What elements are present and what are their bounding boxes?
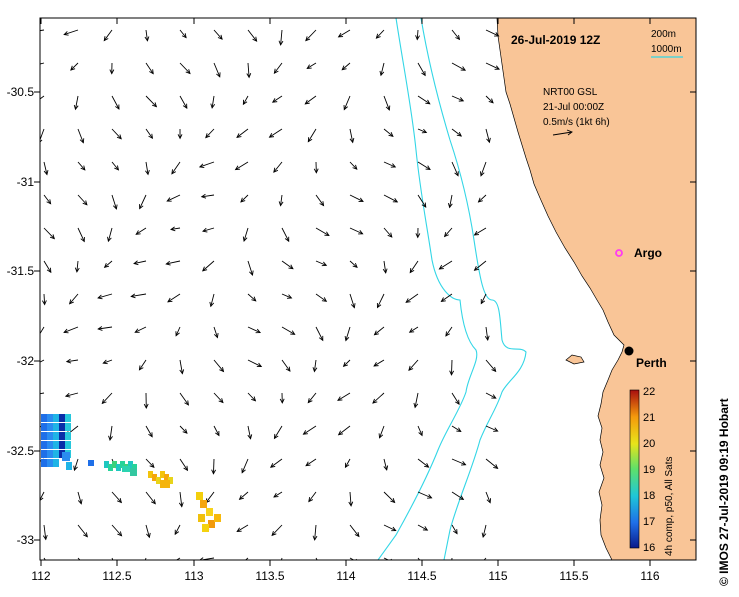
sst-pixel bbox=[65, 432, 71, 440]
sst-pixel bbox=[53, 450, 59, 458]
colorbar-tick-label: 16 bbox=[643, 542, 655, 554]
y-tick-label: -31.5 bbox=[7, 264, 35, 278]
sst-pixel bbox=[53, 432, 59, 440]
x-tick-label: 116 bbox=[640, 569, 659, 583]
sst-pixel bbox=[41, 459, 47, 467]
argo-label: Argo bbox=[634, 246, 662, 260]
x-axis: 112 112.5 113 113.5 114 114.5 115 115.5 … bbox=[31, 569, 659, 583]
sst-pixel bbox=[41, 432, 47, 440]
sst-pixel bbox=[200, 500, 207, 508]
colorbar-tick-label: 20 bbox=[643, 438, 655, 450]
sst-pixel bbox=[53, 423, 59, 431]
x-tick-label: 113 bbox=[184, 569, 203, 583]
sst-pixel bbox=[206, 508, 213, 516]
date-label: 26-Jul-2019 12Z bbox=[511, 33, 600, 47]
sst-pixel bbox=[202, 524, 209, 532]
scale-vector-label: 0.5m/s (1kt 6h) bbox=[543, 117, 610, 128]
x-tick-label: 114 bbox=[336, 569, 355, 583]
isobath-label-1000m: 1000m bbox=[651, 44, 682, 55]
x-tick-label: 115 bbox=[488, 569, 507, 583]
sst-pixel bbox=[47, 441, 53, 449]
x-tick-label: 113.5 bbox=[255, 569, 284, 583]
x-tick-label: 112 bbox=[31, 569, 50, 583]
sst-pixel bbox=[214, 514, 221, 522]
sst-pixel bbox=[41, 414, 47, 422]
sst-pixel bbox=[47, 450, 53, 458]
sst-pixel bbox=[41, 450, 47, 458]
sst-pixel bbox=[208, 520, 215, 528]
colorbar-tick-label: 19 bbox=[643, 464, 655, 476]
y-axis: -30.5 -31 -31.5 -32 -32.5 -33 bbox=[7, 85, 35, 547]
sst-pixel bbox=[59, 423, 65, 431]
colorbar bbox=[630, 390, 639, 548]
sst-pixel bbox=[160, 480, 170, 488]
sst-pixel bbox=[41, 423, 47, 431]
perth-marker bbox=[625, 347, 634, 356]
sst-pixel bbox=[65, 423, 71, 431]
x-tick-label: 114.5 bbox=[407, 569, 436, 583]
sst-pixel bbox=[47, 459, 53, 467]
colorbar-tick-label: 22 bbox=[643, 386, 655, 398]
sst-pixel bbox=[47, 423, 53, 431]
sst-pixel bbox=[53, 414, 59, 422]
colorbar-tick-label: 18 bbox=[643, 490, 655, 502]
x-tick-label: 115.5 bbox=[559, 569, 588, 583]
x-tick-label: 112.5 bbox=[102, 569, 131, 583]
sst-pixel bbox=[122, 466, 130, 472]
sst-pixel bbox=[59, 414, 65, 422]
y-tick-label: -33 bbox=[17, 533, 35, 547]
sst-pixel bbox=[47, 432, 53, 440]
sst-pixel bbox=[65, 441, 71, 449]
y-tick-label: -32.5 bbox=[7, 444, 35, 458]
sst-pixel bbox=[62, 452, 70, 461]
product-date: 21-Jul 00:00Z bbox=[543, 102, 604, 113]
sst-pixel bbox=[130, 468, 137, 476]
y-tick-label: -31 bbox=[17, 175, 35, 189]
perth-label: Perth bbox=[636, 356, 667, 370]
credit-label: © IMOS 27-Jul-2019 09:19 Hobart bbox=[717, 398, 731, 586]
sst-pixel bbox=[59, 432, 65, 440]
colorbar-tick-label: 17 bbox=[643, 516, 655, 528]
sst-pixel bbox=[53, 459, 59, 467]
sst-pixel bbox=[41, 441, 47, 449]
y-tick-label: -30.5 bbox=[7, 85, 35, 99]
product-label: NRT00 GSL bbox=[543, 87, 598, 98]
sst-pixel bbox=[53, 441, 59, 449]
sst-pixel bbox=[88, 460, 94, 466]
sst-pixel bbox=[198, 514, 205, 522]
sst-pixel bbox=[196, 492, 203, 500]
sst-pixel bbox=[66, 462, 72, 470]
colorbar-label: 4h comp, p50, All Sats bbox=[664, 456, 675, 556]
sst-pixel bbox=[65, 414, 71, 422]
colorbar-tick-label: 21 bbox=[643, 412, 655, 424]
y-tick-label: -32 bbox=[17, 354, 35, 368]
isobath-label-200m: 200m bbox=[651, 29, 676, 40]
sst-pixel bbox=[47, 414, 53, 422]
sst-pixel bbox=[59, 441, 65, 449]
